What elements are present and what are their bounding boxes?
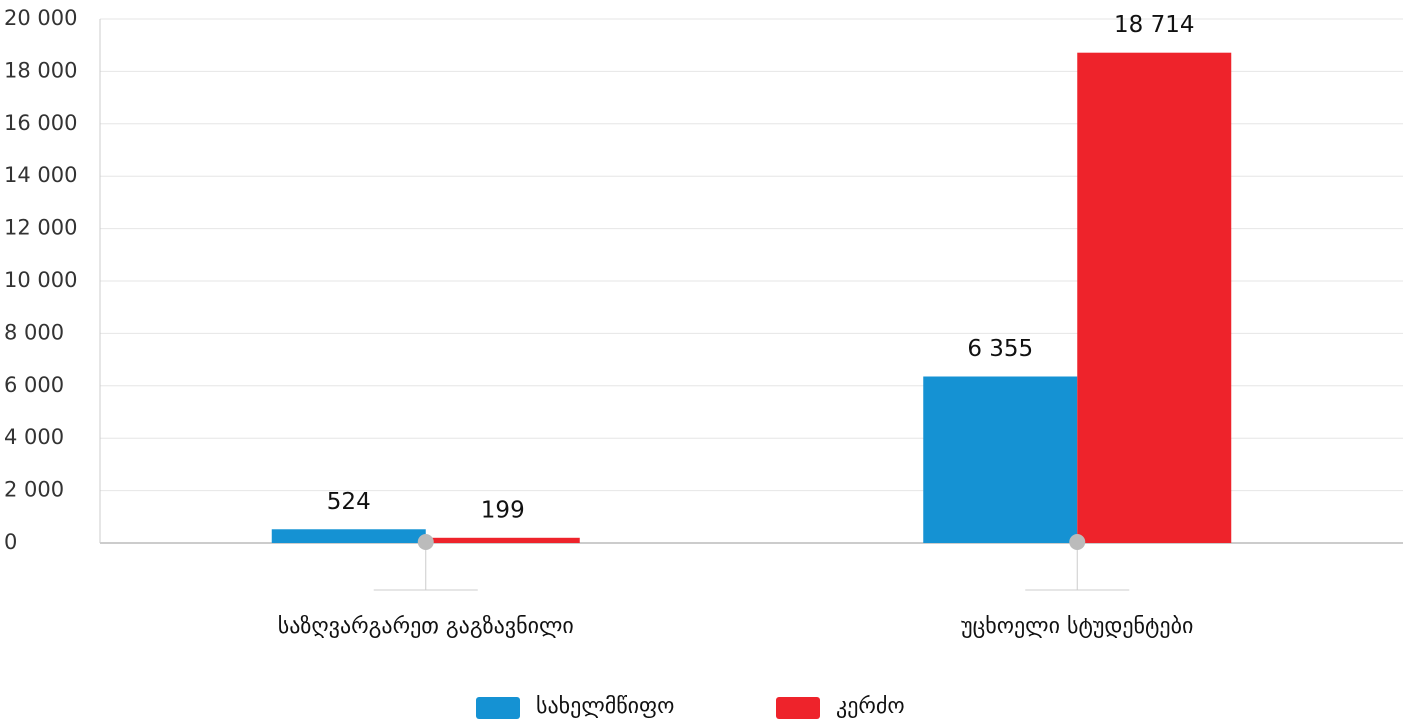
bar	[923, 376, 1078, 543]
y-tick-label: 14 000	[4, 163, 77, 187]
value-label: 6 355	[967, 336, 1033, 362]
y-tick-label: 12 000	[4, 216, 77, 240]
category-dot	[1069, 534, 1086, 550]
y-tick-label: 18 000	[4, 58, 77, 82]
bar	[425, 537, 580, 543]
x-tick-label: საზღვარგარეთ გაგზავნილი	[278, 614, 574, 639]
legend-label: კერძო	[836, 694, 905, 719]
y-tick-label: 6 000	[4, 373, 64, 397]
value-label: 18 714	[1114, 12, 1194, 38]
legend-label: სახელმწიფო	[536, 694, 674, 719]
value-label: 199	[481, 497, 525, 523]
y-tick-label: 16 000	[4, 111, 77, 135]
y-tick-label: 10 000	[4, 268, 77, 292]
legend-swatch	[776, 697, 820, 719]
y-tick-label: 20 000	[4, 6, 77, 30]
x-tick-label: უცხოელი სტუდენტები	[961, 614, 1193, 639]
y-tick-label: 2 000	[4, 478, 64, 502]
y-tick-label: 4 000	[4, 425, 64, 449]
value-label: 524	[327, 489, 371, 515]
y-tick-label: 8 000	[4, 320, 64, 344]
legend-swatch	[476, 697, 520, 719]
bar	[1077, 52, 1232, 543]
category-dot	[417, 534, 434, 550]
y-tick-label: 0	[4, 530, 17, 554]
bar	[271, 529, 426, 543]
